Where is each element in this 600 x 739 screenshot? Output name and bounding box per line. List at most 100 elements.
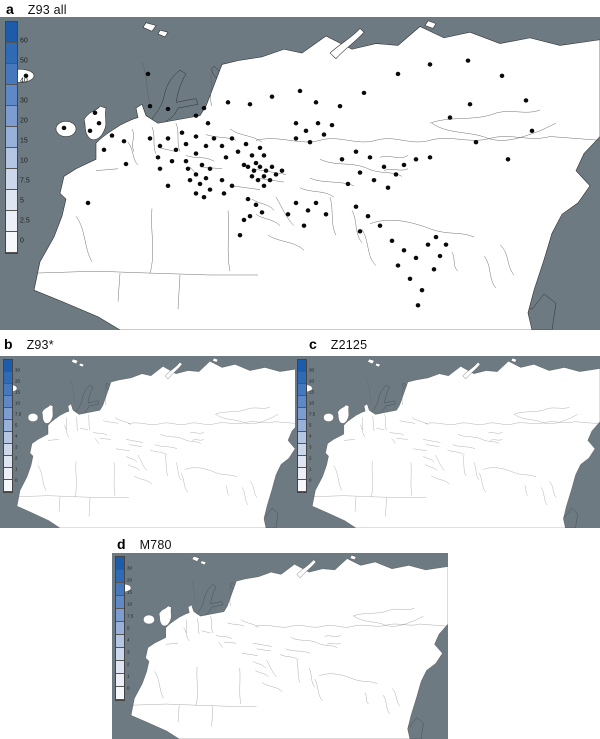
legend-color-step bbox=[4, 384, 12, 396]
sample-dot bbox=[345, 181, 351, 187]
sample-dot bbox=[467, 102, 473, 107]
sample-dot bbox=[529, 128, 535, 133]
sample-dot bbox=[123, 161, 129, 167]
legend-tick-label: 1 bbox=[309, 466, 312, 472]
sample-dot bbox=[259, 210, 265, 215]
sample-dot bbox=[381, 164, 387, 170]
sample-dot bbox=[257, 164, 263, 170]
panel-c-letter: c bbox=[309, 336, 317, 352]
legend-tick-label: 15 bbox=[127, 589, 133, 595]
sample-dot bbox=[407, 276, 413, 281]
sample-dot bbox=[413, 157, 419, 162]
legend-color-step bbox=[298, 432, 306, 444]
sample-dot bbox=[261, 174, 267, 179]
sample-dot bbox=[23, 73, 29, 78]
sample-dot bbox=[523, 98, 529, 103]
sample-dot bbox=[313, 100, 319, 105]
sample-dot bbox=[205, 121, 211, 126]
sample-dot bbox=[357, 229, 363, 234]
legend-color-step bbox=[4, 480, 12, 492]
legend-tick-label: 4 bbox=[309, 433, 312, 439]
legend-color-step bbox=[298, 420, 306, 432]
sample-dot bbox=[183, 141, 189, 147]
sample-dot bbox=[297, 88, 303, 94]
panel-a-header: a Z93 all bbox=[6, 1, 67, 17]
sample-dot bbox=[229, 136, 235, 141]
sample-dot bbox=[367, 155, 373, 160]
legend-color-step bbox=[4, 408, 12, 420]
legend-z2125: 30 20 15 10 7.5 5 4 3 2 1 0 bbox=[297, 359, 315, 493]
legend-color-step bbox=[298, 444, 306, 456]
sample-dot bbox=[419, 287, 425, 293]
sample-dot bbox=[473, 140, 479, 145]
legend-tick-label: 5 bbox=[309, 422, 312, 428]
legend-color-step bbox=[298, 480, 306, 492]
legend-color-step bbox=[298, 360, 306, 372]
sample-dot bbox=[499, 73, 505, 78]
sample-dot bbox=[169, 158, 175, 164]
legend-tick-label: 0 bbox=[309, 477, 312, 483]
sample-dot bbox=[253, 160, 259, 166]
legend-color-step bbox=[6, 64, 17, 85]
sample-dot bbox=[243, 141, 249, 147]
sample-dot bbox=[425, 242, 431, 247]
legend-color-step bbox=[6, 169, 17, 190]
sample-dot bbox=[315, 121, 321, 126]
legend-tick-label: 2 bbox=[15, 455, 18, 461]
legend-tick-label: 0 bbox=[15, 477, 18, 483]
sample-dot bbox=[207, 187, 213, 192]
sample-dot bbox=[437, 253, 443, 259]
legend-tick-label: 2.5 bbox=[20, 217, 30, 225]
panel-c-title: Z2125 bbox=[330, 338, 368, 352]
sample-dot bbox=[329, 122, 335, 128]
sample-dot bbox=[305, 208, 311, 213]
sample-dot bbox=[165, 183, 171, 189]
legend-tick-label: 7.5 bbox=[309, 411, 316, 417]
sample-dot bbox=[251, 168, 257, 173]
sample-dot bbox=[255, 177, 261, 183]
sample-dot bbox=[389, 238, 395, 244]
sample-dot bbox=[203, 143, 209, 149]
sample-dot bbox=[155, 155, 161, 160]
sample-dot bbox=[339, 157, 345, 162]
sample-dot bbox=[147, 136, 153, 141]
sample-dot bbox=[87, 128, 93, 133]
legend-color-step bbox=[298, 408, 306, 420]
legend-z93star: 30 20 15 10 7.5 5 4 3 2 1 0 bbox=[3, 359, 21, 493]
legend-color-step bbox=[4, 420, 12, 432]
legend-color-step bbox=[4, 396, 12, 408]
sample-dot bbox=[267, 177, 273, 183]
sample-dot bbox=[293, 136, 299, 141]
sample-dot bbox=[187, 177, 193, 183]
legend-color-step bbox=[6, 22, 17, 43]
legend-color-step bbox=[298, 396, 306, 408]
sample-dot bbox=[85, 200, 91, 206]
sample-dot bbox=[165, 136, 171, 141]
sample-dot bbox=[307, 140, 313, 145]
sample-dot bbox=[413, 255, 419, 261]
sample-dot bbox=[229, 183, 235, 189]
map-m780 bbox=[112, 553, 448, 739]
sample-dot bbox=[357, 170, 363, 175]
sample-dot bbox=[249, 174, 255, 179]
legend-color-step bbox=[6, 211, 17, 232]
legend-tick-label: 1 bbox=[15, 466, 18, 472]
sample-dot bbox=[269, 94, 275, 99]
legend-tick-label: 20 bbox=[20, 117, 28, 125]
sample-dot bbox=[197, 181, 203, 187]
sample-dot bbox=[313, 200, 319, 206]
sample-dot bbox=[385, 185, 391, 190]
legend-color-bar bbox=[3, 359, 13, 493]
legend-tick-label: 15 bbox=[15, 389, 21, 395]
legend-color-step bbox=[6, 106, 17, 127]
sample-dot bbox=[361, 90, 367, 96]
legend-color-step bbox=[298, 384, 306, 396]
sample-dot bbox=[293, 121, 299, 126]
legend-color-step bbox=[116, 622, 124, 635]
sample-dot bbox=[165, 106, 171, 112]
legend-tick-label: 7.5 bbox=[127, 613, 134, 619]
sample-dot bbox=[109, 133, 115, 138]
sample-dot bbox=[253, 202, 259, 207]
sample-dot bbox=[241, 162, 247, 168]
